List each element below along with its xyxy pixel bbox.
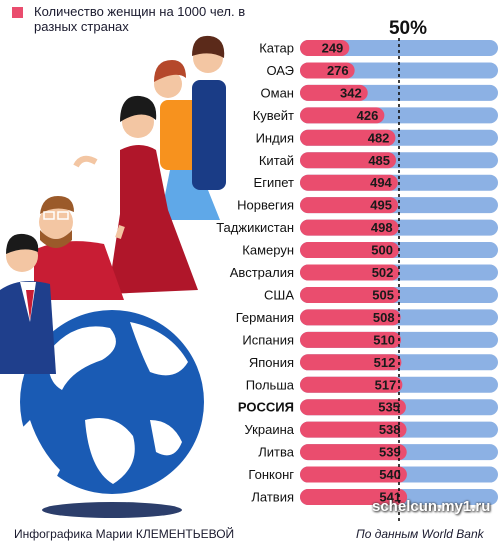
value-label: 500	[371, 243, 393, 258]
bar	[300, 309, 401, 326]
bar	[300, 152, 397, 169]
value-label: 510	[373, 332, 395, 347]
bars-group: Катар 249 ОАЭ 276 Оман 342 Кувейт 426 Индия 482 Ки…	[216, 40, 498, 505]
value-label: 539	[379, 445, 401, 460]
country-label: Оман	[261, 85, 294, 100]
country-label: США	[264, 287, 294, 302]
bar-track	[300, 40, 498, 56]
woman-red-dress-illustration	[73, 95, 198, 294]
country-label: Египет	[254, 175, 295, 190]
watermark: schelcun.my1.ru	[372, 498, 491, 515]
bar	[300, 219, 399, 236]
country-label: Литва	[258, 445, 295, 460]
bar	[300, 40, 350, 56]
bar	[300, 129, 396, 146]
threshold-label: 50%	[388, 18, 428, 39]
bar	[300, 242, 399, 259]
woman-blue-illustration	[192, 35, 226, 190]
value-label: 342	[340, 85, 362, 100]
value-label: 538	[379, 422, 401, 437]
man-beard-illustration	[34, 196, 125, 300]
country-label: Норвегия	[237, 198, 294, 213]
bar	[300, 421, 407, 438]
country-label: Индия	[256, 130, 294, 145]
value-label: 508	[373, 310, 395, 325]
country-label: Катар	[259, 41, 294, 56]
bar	[300, 444, 407, 461]
man-suit-illustration	[0, 233, 56, 374]
value-label: 426	[357, 108, 379, 123]
footer-source: По данным World Bank	[356, 527, 484, 541]
country-label: Таджикистан	[216, 220, 294, 235]
country-label: Польша	[246, 377, 295, 392]
value-label: 517	[375, 377, 397, 392]
value-label: 485	[368, 153, 390, 168]
country-label: Камерун	[242, 243, 294, 258]
bar	[300, 286, 400, 303]
legend-text: Количество женщин на 1000 чел. в разных …	[34, 4, 246, 34]
legend-swatch	[12, 7, 23, 18]
bar	[300, 84, 368, 101]
value-label: 541	[379, 490, 401, 505]
country-label: РОССИЯ	[238, 400, 294, 415]
bar	[300, 466, 407, 483]
bar	[300, 489, 408, 505]
bar	[300, 376, 403, 393]
country-label: Германия	[236, 310, 294, 325]
value-label: 249	[322, 41, 344, 56]
country-label: Гонконг	[248, 467, 294, 482]
bar	[300, 174, 398, 191]
bar	[300, 264, 400, 281]
country-label: Япония	[249, 355, 294, 370]
country-label: Латвия	[251, 490, 294, 505]
country-label: Украина	[245, 422, 295, 437]
bar	[300, 399, 406, 416]
illustration	[0, 35, 226, 518]
bar	[300, 107, 385, 124]
value-label: 494	[370, 175, 392, 190]
bar	[300, 197, 399, 214]
value-label: 535	[378, 400, 400, 415]
globe-illustration	[20, 310, 204, 518]
footer-author: Инфографика Марии КЛЕМЕНТЬЕВОЙ	[14, 527, 235, 541]
bar	[300, 331, 401, 348]
value-label: 512	[374, 355, 396, 370]
bar	[300, 62, 355, 79]
value-label: 276	[327, 63, 349, 78]
country-label: Китай	[259, 153, 294, 168]
value-label: 502	[372, 265, 394, 280]
value-label: 540	[379, 467, 401, 482]
value-label: 482	[368, 130, 390, 145]
country-label: ОАЭ	[266, 63, 294, 78]
bar	[300, 354, 402, 371]
value-label: 505	[372, 287, 394, 302]
country-label: Испания	[242, 332, 294, 347]
country-label: Кувейт	[253, 108, 294, 123]
value-label: 495	[370, 198, 392, 213]
value-label: 498	[371, 220, 393, 235]
country-label: Австралия	[230, 265, 294, 280]
